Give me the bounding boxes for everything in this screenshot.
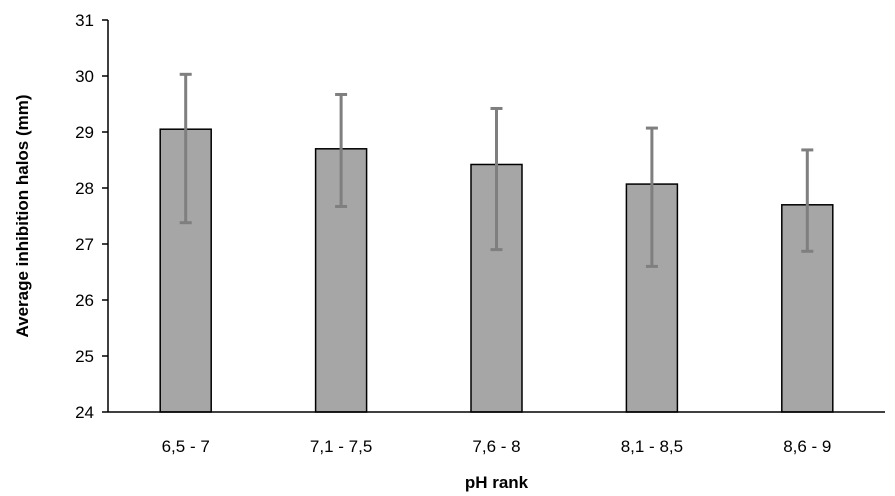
y-tick-label: 25 [75, 347, 94, 366]
error-bar [645, 126, 658, 268]
y-tick-label: 26 [75, 291, 94, 310]
error-bars-layer [179, 72, 814, 268]
y-tick-label: 24 [75, 403, 94, 422]
x-tick-label: 8,6 - 9 [783, 437, 831, 456]
error-bar [801, 148, 814, 253]
y-tick-label: 28 [75, 179, 94, 198]
x-tick-label: 8,1 - 8,5 [621, 437, 683, 456]
x-axis-ticks: 6,5 - 7 7,1 - 7,5 7,6 - 8 8,1 - 8,5 8,6 - 9 [162, 437, 832, 456]
bar [625, 183, 679, 413]
x-axis-title: pH rank [465, 473, 529, 492]
y-tick-label: 30 [75, 67, 94, 86]
y-tick-label: 27 [75, 235, 94, 254]
x-tick-label: 7,1 - 7,5 [310, 437, 372, 456]
error-bar [335, 92, 348, 208]
y-axis-ticks: 24 25 26 27 28 29 30 31 [75, 11, 108, 422]
y-tick-label: 31 [75, 11, 94, 30]
error-bar [179, 72, 192, 225]
y-tick-label: 29 [75, 123, 94, 142]
x-tick-label: 6,5 - 7 [162, 437, 210, 456]
y-axis-title: Average inhibition halos (mm) [13, 94, 32, 337]
error-bar [490, 106, 503, 252]
x-tick-label: 7,6 - 8 [472, 437, 520, 456]
